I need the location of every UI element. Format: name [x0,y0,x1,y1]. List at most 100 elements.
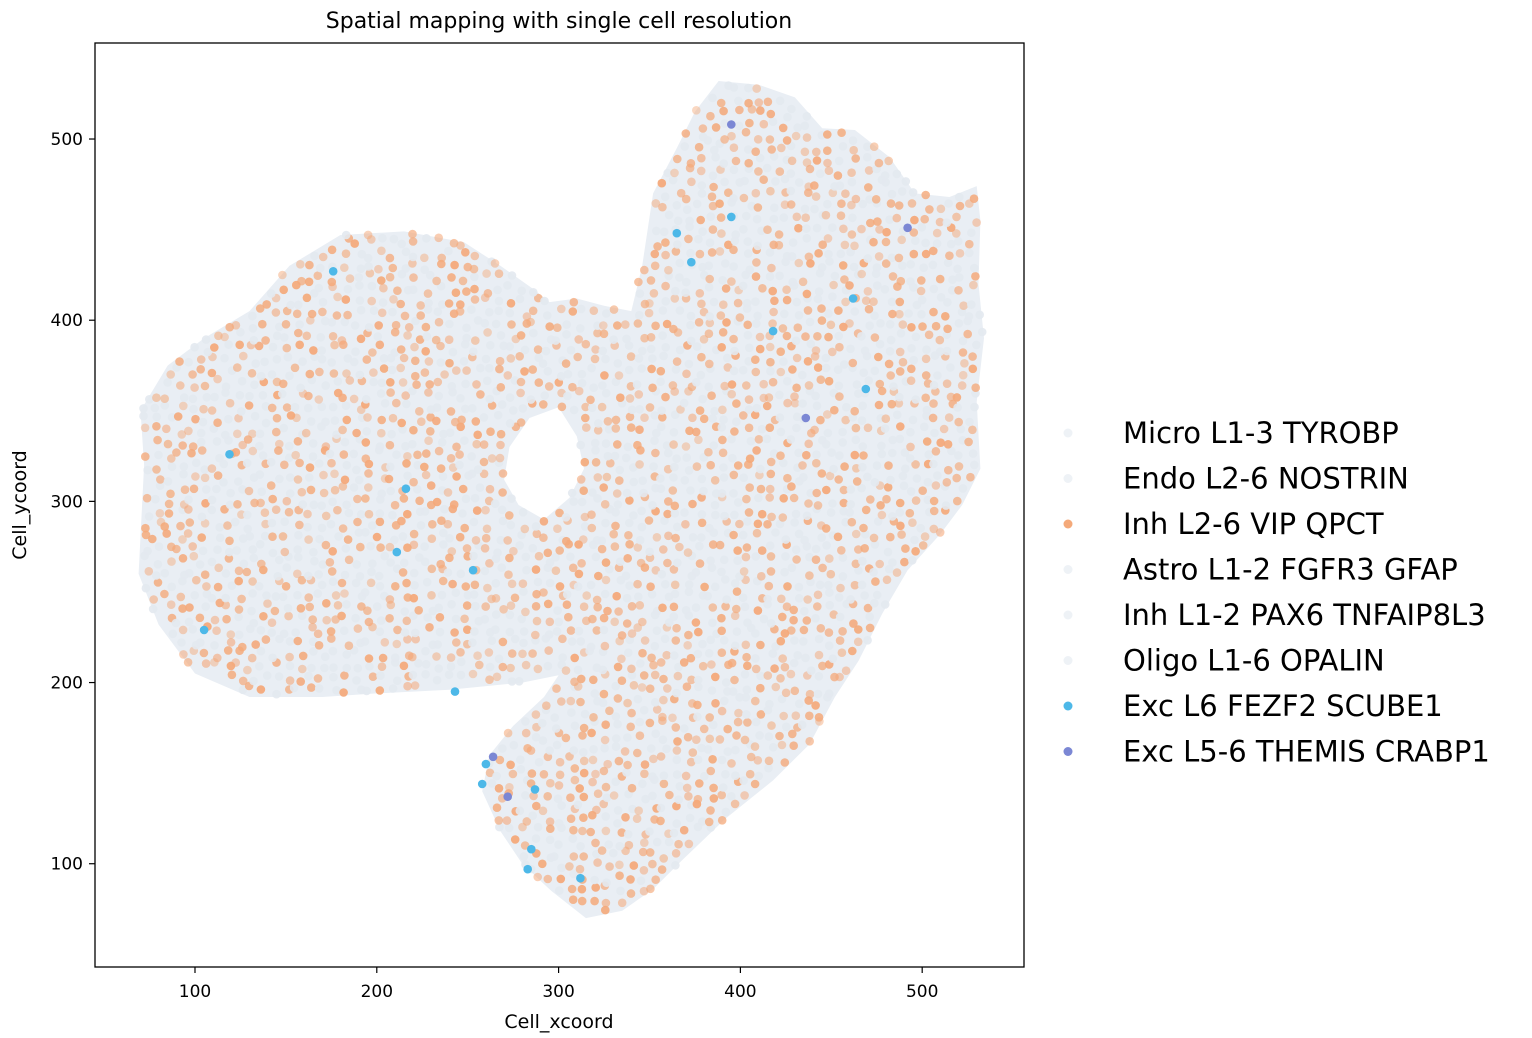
cell-dot-background [375,627,385,636]
cell-dot-inh-vip [717,626,726,636]
cell-dot-inh-vip [786,200,796,209]
cell-dot-inh-vip [210,615,220,625]
legend-marker [1063,747,1073,756]
cell-dot-background [706,556,715,565]
cell-dot-inh-vip [455,532,465,542]
cell-dot-inh-vip [462,544,472,553]
cell-dot-inh-vip [812,488,821,498]
cell-dot-inh-vip [568,895,578,904]
cell-dot-inh-vip [234,413,243,423]
cell-dot-inh-vip [790,398,800,408]
cell-dot-inh-vip [615,871,624,880]
cell-dot-inh-vip [268,532,277,541]
cell-dot-inh-vip [337,578,347,588]
cell-dot-inh-vip [921,190,930,200]
cell-dot-background [573,582,583,591]
cell-dot-background [661,580,670,589]
cell-dot-background [636,876,646,885]
cell-dot-background [329,663,338,672]
cell-dot-inh-vip [404,323,414,332]
cell-dot-background [865,195,874,204]
cell-dot-inh-vip [247,369,257,378]
cell-dot-inh-vip [518,579,528,588]
cell-dot-inh-vip [968,425,977,435]
cell-dot-background [285,661,295,671]
cell-dot-background [652,428,661,438]
cell-dot-background [798,370,807,380]
cell-dot-inh-vip [931,447,941,456]
cell-dot-background [659,771,669,780]
cell-dot-inh-vip [141,523,150,533]
cell-dot-background [521,717,530,726]
cell-dot-background [846,500,855,509]
cell-dot-inh-vip [200,519,210,528]
cell-dot-background [349,449,359,459]
cell-dot-background [286,300,296,310]
plot-frame [94,42,1025,968]
cell-dot-background [768,743,778,752]
cell-dot-inh-vip [753,606,763,615]
cell-dot-background [648,791,657,801]
cell-dot-inh-vip [626,889,636,898]
cell-dot-background [531,834,541,843]
cell-dot-inh-vip [870,333,880,342]
cell-dot-inh-vip [160,522,169,531]
cell-dot-background [799,473,808,482]
cell-dot-inh-vip [894,399,904,408]
cell-dot-inh-vip [434,317,444,327]
cell-dot-inh-vip [421,347,431,356]
cell-dot-background [634,354,644,363]
cell-dot-inh-vip [278,270,287,280]
cell-dot-inh-vip [220,332,229,342]
cell-dot-background [802,224,811,233]
cell-dot-background [635,289,645,298]
cell-dot-background [278,389,287,399]
cell-dot-inh-vip [479,457,489,467]
cell-dot-background [719,463,728,472]
cell-dot-inh-vip [479,440,489,449]
cell-dot-inh-vip [705,318,715,328]
cell-dot-inh-vip [568,307,578,316]
cell-dot-inh-vip [593,473,603,482]
cell-dot-inh-vip [614,756,624,766]
cell-dot-inh-vip [775,167,785,176]
cell-dot-inh-vip [542,701,551,710]
cell-dot-inh-vip [633,748,642,758]
cell-dot-inh-vip [688,413,697,423]
cell-dot-inh-vip [650,249,660,259]
cell-dot-background [814,287,824,296]
cell-dot-background [651,729,660,738]
cell-dot-inh-vip [755,344,765,354]
cell-dot-background [838,142,848,151]
cell-dot-background [790,518,799,527]
cell-dot-inh-vip [739,411,748,420]
cell-dot-background [457,657,466,667]
cell-dot-background [696,533,706,542]
cell-dot-inh-vip [810,425,819,435]
cell-dot-background [711,152,720,162]
cell-dot-inh-vip [817,316,827,325]
cell-dot-background [696,370,706,380]
cell-dot-background [864,376,873,385]
cell-dot-background [733,498,743,507]
cell-dot-inh-vip [593,328,602,338]
cell-dot-background [285,441,294,451]
cell-dot-background [735,572,744,581]
cell-dot-inh-vip [909,249,919,259]
cell-dot-background [321,381,331,390]
cell-dot-background [659,351,668,361]
cell-dot-background [167,582,176,592]
cell-dot-background [698,639,707,649]
cell-dot-inh-vip [634,806,643,815]
cell-dot-inh-vip [233,429,242,439]
cell-dot-inh-vip [681,442,691,451]
cell-dot-inh-vip [213,374,222,384]
cell-dot-background [521,552,531,562]
cell-dot-inh-vip [676,188,686,198]
cell-dot-inh-vip [356,542,365,552]
cell-dot-inh-vip [751,367,761,377]
cell-dot-background [669,651,679,660]
cell-dot-background [692,342,702,351]
cell-dot-background [964,312,974,321]
cell-dot-background [315,459,324,468]
